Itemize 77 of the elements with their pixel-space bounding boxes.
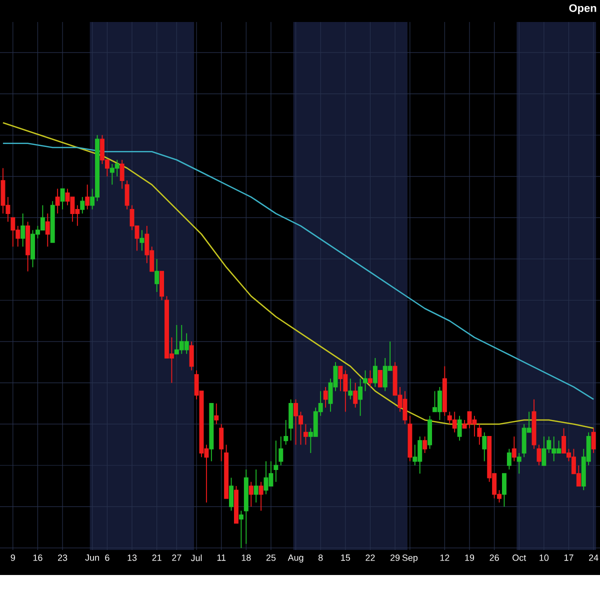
candlestick [323, 386, 328, 408]
candlestick [368, 370, 372, 388]
candlestick [536, 444, 542, 466]
x-tick-label: 21 [152, 554, 162, 561]
candlestick [482, 432, 487, 462]
x-tick-label: 23 [58, 554, 68, 561]
candlestick [274, 440, 278, 482]
candlestick [378, 370, 382, 388]
candlestick [124, 180, 130, 210]
x-tick-label: 10 [540, 554, 549, 561]
candlestick [120, 159, 124, 190]
candlestick [244, 469, 248, 544]
x-tick-label: Jul [190, 554, 202, 562]
candlestick [477, 424, 482, 446]
candlestick [278, 436, 284, 466]
candlestick [160, 270, 164, 301]
candlestick [50, 200, 55, 243]
candlestick [516, 452, 522, 474]
x-tick-label: 6 [105, 554, 110, 561]
candlestick [209, 403, 214, 462]
candlestick [254, 469, 258, 503]
x-tick-label: 12 [440, 554, 450, 561]
candlestick [248, 481, 254, 508]
x-tick-label: 25 [266, 554, 276, 561]
candlestick [238, 510, 244, 548]
candlestick [189, 341, 194, 371]
candlestick [20, 213, 26, 248]
candlestick [428, 415, 432, 450]
candlestick [258, 481, 264, 512]
candlestick [442, 366, 447, 416]
candlestick [45, 213, 50, 248]
x-tick-label: Aug [288, 554, 304, 563]
candlestick [408, 415, 412, 462]
text: Open [569, 4, 596, 14]
candlestick [140, 230, 144, 252]
candlestick [358, 378, 363, 416]
x-tick-label: 19 [465, 554, 474, 561]
x-tick-label: 29 [390, 554, 400, 561]
candlestick [26, 221, 30, 272]
x-tick-label: 8 [318, 554, 323, 561]
candlestick [154, 258, 160, 292]
candlestick [506, 448, 512, 470]
x-tick-label: 17 [564, 554, 574, 561]
x-tick-label: 22 [366, 554, 375, 561]
candlestick [457, 415, 462, 442]
x-tick-label: 24 [589, 554, 598, 561]
candlestick [219, 424, 224, 462]
candlestick [85, 184, 90, 210]
x-tick-label: Sep [402, 554, 418, 563]
candlestick [363, 370, 368, 392]
x-tick-label: 9 [10, 554, 15, 561]
x-tick-label: 11 [217, 554, 226, 561]
x-tick-label: 26 [490, 554, 499, 561]
candlestick [372, 358, 378, 388]
candlestick [229, 477, 234, 512]
candlestick [288, 398, 294, 442]
x-tick-label: 15 [341, 554, 350, 561]
x-tick-label: 16 [33, 554, 42, 561]
candlestick [55, 188, 60, 214]
x-tick-label: 18 [242, 554, 251, 561]
candlestick [502, 473, 506, 508]
candlestick [80, 196, 85, 214]
candlestick [234, 486, 238, 524]
candlestick [512, 436, 516, 462]
candlestick [422, 436, 428, 454]
candlestick [303, 424, 308, 446]
candlestick [591, 428, 596, 454]
candlestick [224, 444, 229, 499]
x-tick-label: 27 [172, 554, 182, 561]
candlestick [348, 378, 353, 400]
candlestick [284, 420, 288, 446]
candlestick [214, 403, 219, 425]
candlestick [353, 382, 358, 408]
candlestick [60, 188, 65, 210]
x-tick-label: Jun [85, 554, 99, 561]
x-tick-label: 13 [128, 554, 137, 561]
x-tick-label: Oct [512, 554, 526, 561]
